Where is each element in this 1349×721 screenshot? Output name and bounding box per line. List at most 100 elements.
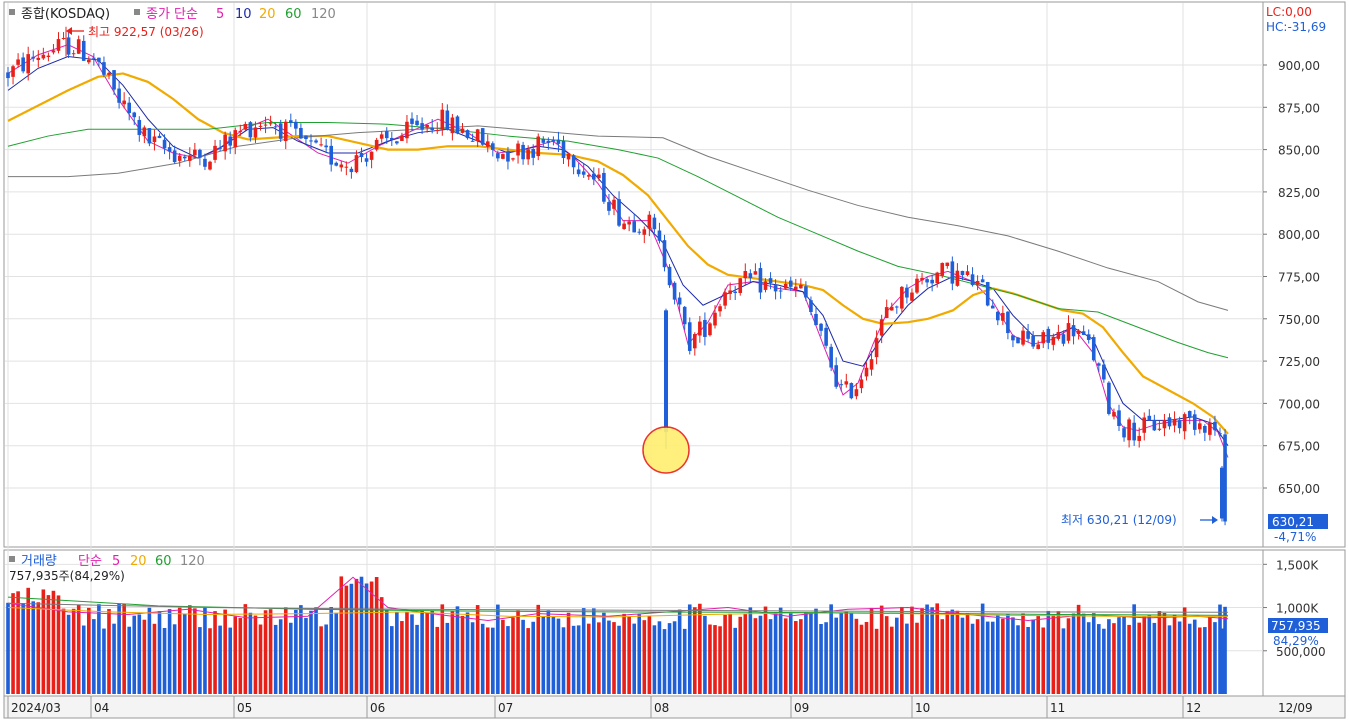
candle-body (501, 154, 505, 159)
volume-bar (728, 613, 732, 694)
volume-bar (536, 604, 541, 694)
candle-body (450, 117, 455, 134)
candle-body (657, 230, 662, 241)
volume-bar (1066, 618, 1071, 694)
volume-bar (940, 619, 945, 694)
candle-body (440, 109, 445, 130)
candle-body (1112, 412, 1116, 417)
volume-bar (622, 613, 626, 694)
volume-bar (430, 610, 434, 694)
candle-body (304, 135, 308, 140)
date-axis-frame (3, 695, 1346, 719)
volume-bar (1021, 613, 1025, 694)
price-tick-label: 850,00 (1278, 144, 1320, 158)
candle-body (485, 141, 490, 147)
candle-body (491, 143, 495, 150)
candle-body (1066, 323, 1071, 341)
volume-bar (945, 610, 950, 694)
volume-bar (218, 625, 222, 694)
candle-body (869, 359, 874, 370)
volume-bar (162, 627, 167, 694)
candle-body (682, 306, 687, 325)
volume-bar (188, 605, 192, 694)
candle-body (1162, 419, 1167, 429)
ma-period-10: 10 (235, 7, 252, 22)
candle-body (607, 202, 611, 211)
candle-body (1132, 422, 1136, 441)
volume-bar (475, 605, 480, 694)
volume-bar (905, 623, 909, 694)
volume-bar (733, 627, 737, 694)
candle-body (664, 310, 668, 433)
volume-bar (672, 621, 677, 694)
candle-body (612, 199, 616, 209)
volume-bar (223, 609, 227, 694)
volume-bar (496, 604, 500, 694)
date-tick-label: 05 (237, 701, 252, 715)
candle-body (849, 383, 854, 399)
volume-bar (61, 608, 66, 694)
volume-bar (768, 619, 773, 694)
volume-bar (324, 624, 328, 694)
volume-bar (743, 613, 748, 694)
candle-body (349, 168, 354, 173)
candle-body (859, 379, 864, 389)
volume-bar (294, 609, 298, 694)
volume-bar (465, 612, 470, 694)
volume-bar (955, 610, 960, 694)
candle-body (521, 144, 525, 160)
volume-bar (521, 619, 525, 694)
volume-bar (1076, 604, 1081, 694)
candle-body (66, 37, 71, 55)
candle-body (465, 130, 470, 139)
candle-body (369, 151, 374, 160)
candle-body (743, 271, 748, 279)
volume-bar (713, 625, 717, 694)
candle-body (652, 217, 657, 230)
volume-bar (662, 629, 667, 694)
volume-bar (1220, 628, 1224, 694)
candle-body (586, 175, 591, 177)
candle-body (1102, 364, 1106, 380)
candle-body (420, 123, 424, 130)
volume-bar (753, 618, 758, 694)
volume-ma-60: 60 (155, 554, 172, 569)
price-tick-label: 825,00 (1278, 186, 1320, 200)
candle-body (834, 365, 838, 387)
candle-body (617, 199, 621, 226)
ma-label: 종가 단순 (146, 7, 198, 22)
volume-bar (799, 619, 803, 694)
volume-bar (612, 622, 616, 694)
candle-body (152, 136, 157, 143)
volume-bar (819, 623, 823, 694)
candle-body (289, 120, 293, 123)
volume-bar (248, 612, 253, 694)
volume-bar (289, 622, 293, 694)
candle-body (672, 282, 677, 300)
index-title: 종합(KOSDAQ) (21, 7, 110, 22)
volume-bar (92, 619, 96, 694)
candle-body (915, 278, 919, 293)
candle-body (198, 149, 202, 158)
candle-body (16, 59, 20, 65)
ma-period-60: 60 (285, 7, 302, 22)
candle-body (723, 292, 727, 306)
candle-body (157, 135, 162, 139)
candle-body (662, 240, 667, 268)
volume-bar (1192, 619, 1197, 694)
candle-body (309, 140, 313, 142)
candle-body (415, 120, 419, 126)
last-volume-value: 757,935 (1271, 619, 1321, 633)
candle-body (147, 128, 152, 144)
volume-bars (6, 576, 1227, 694)
candle-body (718, 306, 722, 312)
candle-body (294, 121, 298, 129)
candle-body (753, 271, 758, 275)
candle-body (238, 130, 243, 132)
candle-body (738, 278, 743, 294)
candle-body (1091, 337, 1096, 361)
candle-body (243, 123, 248, 130)
candle-body (278, 123, 283, 139)
volume-bar (738, 616, 743, 694)
candle-body (829, 346, 833, 368)
